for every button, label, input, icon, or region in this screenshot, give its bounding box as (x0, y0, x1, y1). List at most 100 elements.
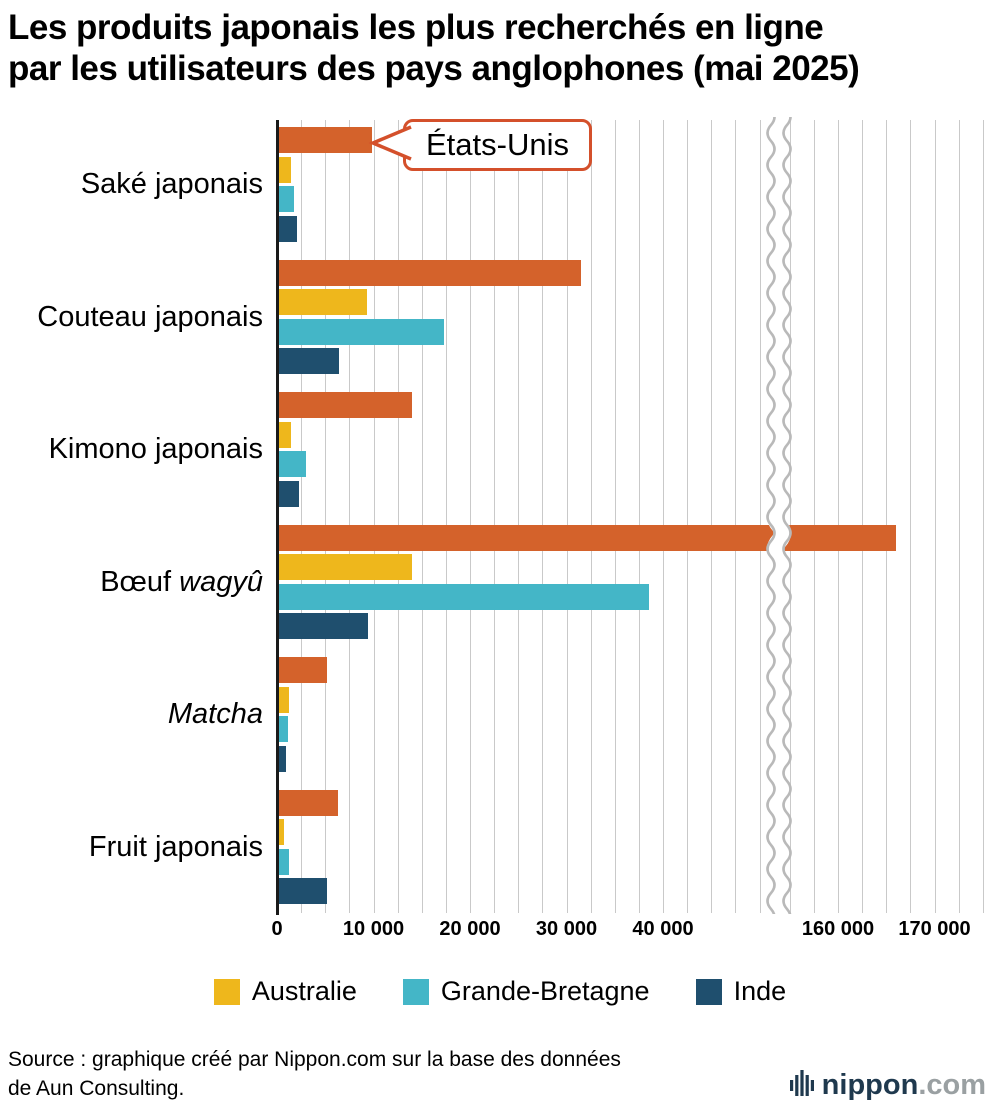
gridline (518, 120, 520, 913)
bar-couteau-japonais--australie (277, 289, 367, 315)
bar-kimono-japonais--inde (277, 480, 300, 507)
gridline (421, 120, 423, 913)
x-tick: 20 000 (439, 918, 501, 940)
gridline (542, 120, 544, 913)
axis-break-icon (766, 117, 792, 914)
gridline (566, 120, 568, 913)
bar-kimono-japonais--grande-bretagne (277, 451, 306, 477)
chart-title: Les produits japonais les plus recherché… (8, 8, 860, 90)
x-tick: 10 000 (342, 918, 405, 940)
bar-saké-japonais--inde (277, 215, 298, 242)
gridline (711, 120, 713, 913)
bar-kimono-japonais--états-unis (277, 392, 413, 418)
bar-matcha--inde (277, 745, 286, 772)
gridline (862, 120, 864, 913)
legend-swatch (695, 978, 722, 1005)
x-tick: 30 000 (535, 918, 598, 940)
bar-saké-japonais--états-unis (277, 127, 372, 153)
legend-item-grande-bretagne: Grande-Bretagne (402, 976, 650, 1007)
category-label: Saké japonais (0, 163, 263, 205)
category-text-italic: Matcha (167, 698, 263, 731)
gridline (958, 120, 960, 913)
x-tick: 170 000 (898, 918, 971, 940)
bar-matcha--australie (277, 686, 289, 713)
x-tick: 160 000 (801, 918, 875, 940)
category-text: Bœuf (100, 565, 180, 598)
legend: Australie Grande-Bretagne Inde (0, 976, 1000, 1007)
legend-label: Inde (733, 976, 787, 1006)
plot-area (277, 120, 987, 913)
category-text: Saké japonais (80, 168, 263, 201)
legend-swatch (213, 978, 240, 1005)
gridline (325, 120, 327, 913)
y-axis-line (276, 120, 279, 915)
legend-swatch (402, 978, 429, 1005)
bar-couteau-japonais--grande-bretagne (277, 318, 444, 345)
title-line-2: par les utilisateurs des pays anglophone… (8, 48, 860, 88)
bar-bœuf-wagyû--australie (277, 554, 413, 580)
category-text: Fruit japonais (88, 830, 263, 863)
bar-fruit-japonais--australie (277, 819, 284, 845)
source-line-2: de Aun Consulting. (8, 1076, 185, 1100)
gridline (910, 120, 912, 913)
legend-item-inde: Inde (695, 976, 787, 1007)
gridline (614, 120, 616, 913)
callout-label: États-Unis (403, 119, 592, 171)
bar-matcha--grande-bretagne (277, 716, 288, 742)
gridline (663, 120, 664, 913)
nippon-logo-icon (789, 1070, 814, 1096)
category-label: Bœuf wagyû (0, 561, 263, 603)
nippon-logo-text: nippon.com (821, 1068, 986, 1101)
bar-bœuf-wagyû--états-unis (277, 524, 896, 551)
bar-couteau-japonais--inde (277, 348, 339, 374)
bar-bœuf-wagyû--inde (277, 613, 368, 639)
category-label: Fruit japonais (0, 826, 263, 868)
nippon-logo: nippon.com (789, 1068, 986, 1101)
gridline (934, 120, 936, 913)
category-label: Kimono japonais (0, 428, 263, 470)
bar-bœuf-wagyû--grande-bretagne (277, 583, 649, 610)
gridline (470, 120, 471, 913)
category-label: Couteau japonais (0, 296, 263, 338)
bar-kimono-japonais--australie (277, 421, 291, 448)
bar-fruit-japonais--grande-bretagne (277, 848, 289, 875)
gridline (373, 120, 375, 913)
bar-saké-japonais--australie (277, 156, 291, 183)
gridline (445, 120, 447, 913)
legend-label: Australie (251, 976, 357, 1006)
legend-label: Grande-Bretagne (440, 976, 650, 1006)
bar-couteau-japonais--états-unis (277, 259, 581, 286)
bar-matcha--états-unis (277, 657, 328, 683)
legend-item-australie: Australie (213, 976, 357, 1007)
bar-fruit-japonais--inde (277, 878, 328, 904)
logo-tld: .com (918, 1068, 986, 1101)
logo-name: nippon (821, 1068, 919, 1101)
gridline (759, 120, 761, 913)
gridline (813, 120, 815, 913)
category-text: Couteau japonais (37, 300, 263, 333)
x-tick: 40 000 (632, 918, 694, 940)
bar-saké-japonais--grande-bretagne (277, 186, 295, 212)
title-line-1: Les produits japonais les plus recherché… (8, 8, 824, 47)
gridline (397, 120, 399, 913)
gridline (982, 120, 984, 913)
source-line-1: Source : graphique créé par Nippon.com s… (8, 1048, 621, 1071)
callout-arrow-icon (368, 125, 412, 161)
gridline (638, 120, 640, 913)
source-note: Source : graphique créé par Nippon.com s… (8, 1046, 621, 1104)
x-tick: 0 (271, 918, 283, 940)
gridline (838, 120, 839, 913)
gridline (886, 120, 888, 913)
category-text-italic: wagyû (179, 565, 263, 598)
gridline (301, 120, 303, 913)
gridline (349, 120, 351, 913)
category-text: Kimono japonais (48, 433, 263, 466)
gridline (494, 120, 496, 913)
gridline (687, 120, 689, 913)
gridline (789, 120, 791, 913)
chart-area: Saké japonais Couteau japonais Kimono japo… (0, 117, 1000, 970)
gridline (590, 120, 592, 913)
gridline (735, 120, 737, 913)
bar-fruit-japonais--états-unis (277, 789, 338, 816)
category-label: Matcha (0, 693, 263, 735)
